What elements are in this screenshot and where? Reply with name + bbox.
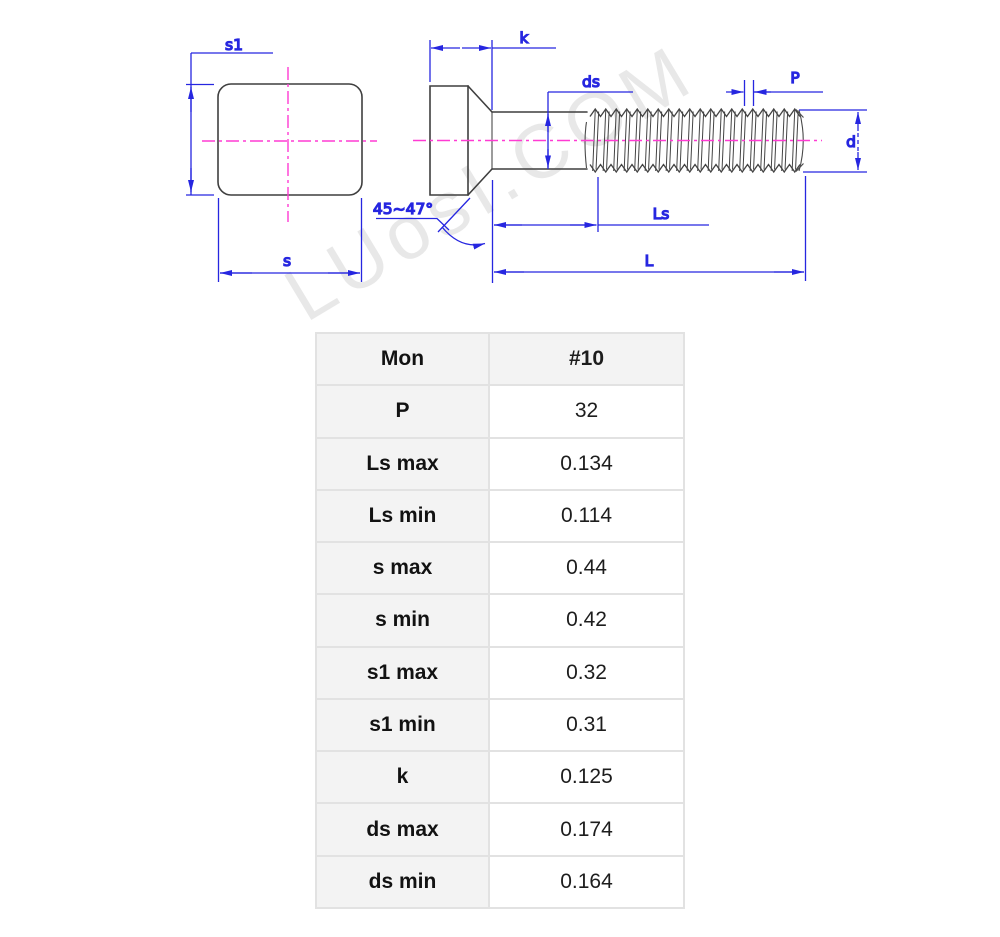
table-row: Ls max 0.134 [315, 436, 685, 491]
dim-s1-label: s1 [225, 36, 243, 54]
dim-angle: 45~47° [372, 197, 486, 250]
dim-s-label: s [283, 252, 291, 270]
table-header-row: Mon #10 [315, 331, 685, 387]
spec-label-cell: Ls max [315, 436, 490, 491]
spec-label-cell: s1 min [315, 697, 490, 753]
spec-label-cell: s max [315, 541, 490, 596]
thread-hatch [589, 163, 801, 174]
dim-k: k [429, 28, 556, 110]
spec-label-cell: k [315, 750, 490, 805]
spec-value-cell: 0.42 [488, 593, 685, 648]
front-view: s1 s [186, 35, 377, 282]
spec-label-cell: Ls min [315, 488, 490, 544]
spec-value-cell: 0.31 [488, 697, 685, 753]
spec-label-cell: s1 max [315, 645, 490, 700]
table-row: ds max 0.174 [315, 802, 685, 857]
dim-angle-label: 45~47° [373, 200, 433, 218]
dim-ds: ds [545, 72, 633, 169]
dim-k-label: k [520, 29, 529, 47]
table-row: s1 max 0.32 [315, 645, 685, 700]
dim-s: s [217, 198, 363, 282]
dim-d: d [799, 109, 867, 173]
thread-hatch [589, 107, 801, 118]
dim-d-label: d [846, 133, 856, 151]
spec-value-cell: 0.164 [488, 854, 685, 910]
spec-value-cell: 0.114 [488, 488, 685, 544]
dim-ds-label: ds [582, 73, 600, 91]
spec-label-cell: Mon [315, 331, 490, 387]
head-front-outline [217, 83, 363, 196]
side-view: k ds P [372, 28, 867, 283]
thread-runout [584, 121, 588, 169]
spec-label-cell: s min [315, 593, 490, 648]
dim-p-label: P [790, 69, 799, 87]
spec-value-cell: 32 [488, 384, 685, 439]
spec-value-cell: 0.134 [488, 436, 685, 491]
spec-label-cell: ds max [315, 802, 490, 857]
spec-value-cell: 0.44 [488, 541, 685, 596]
dim-ls: Ls [491, 177, 709, 283]
table-row: Ls min 0.114 [315, 488, 685, 544]
dim-l: L [494, 176, 807, 281]
technical-drawing: s1 s [186, 28, 867, 283]
spec-value-cell: 0.125 [488, 750, 685, 805]
table-row: s min 0.42 [315, 593, 685, 648]
dim-p: P [726, 68, 823, 106]
bolt-shank [491, 111, 588, 170]
spec-value-cell: 0.32 [488, 645, 685, 700]
table-row: s max 0.44 [315, 541, 685, 596]
spec-value-cell: #10 [488, 331, 685, 387]
spec-table-container: Mon #10 P 32 Ls max 0.134 Ls min 0.114 s… [315, 331, 685, 910]
table-row: s1 min 0.31 [315, 697, 685, 753]
table-row: k 0.125 [315, 750, 685, 805]
spec-table: Mon #10 P 32 Ls max 0.134 Ls min 0.114 s… [315, 331, 685, 910]
table-row: P 32 [315, 384, 685, 439]
dim-ls-label: Ls [653, 205, 670, 223]
table-row: ds min 0.164 [315, 854, 685, 910]
spec-value-cell: 0.174 [488, 802, 685, 857]
dim-s1: s1 [186, 35, 273, 196]
spec-label-cell: P [315, 384, 490, 439]
spec-label-cell: ds min [315, 854, 490, 910]
dim-l-label: L [645, 252, 654, 270]
